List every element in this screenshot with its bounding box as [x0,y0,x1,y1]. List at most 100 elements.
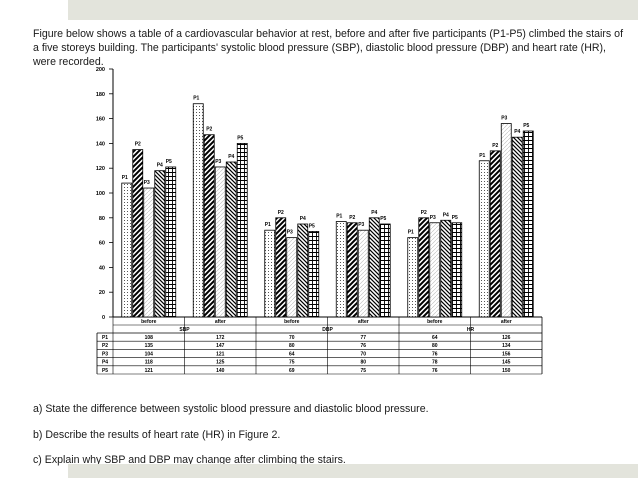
table-row-label: P3 [102,351,108,357]
bar-series-label: P3 [215,159,221,165]
table-cell: 78 [432,360,438,366]
bar-p3-0 [143,187,155,318]
bar-series-label: P1 [193,96,199,102]
bar-series-label: P2 [349,215,355,221]
table-cell: 104 [145,351,154,357]
table-cell: 76 [432,351,438,357]
x-tick-label: after [215,319,226,325]
table-cell: 75 [360,368,366,374]
table-row-label: P5 [102,368,108,374]
bar-series-label: P3 [358,222,364,228]
y-tick-label: 100 [96,191,105,197]
bar-p4-3 [368,217,380,318]
bar-series-label: P4 [228,154,234,160]
table-cell: 108 [145,335,154,341]
bar-series-label: P2 [135,142,141,148]
bar-series-label: P1 [408,230,414,236]
group-label: HR [467,327,475,333]
table-cell: 75 [289,360,295,366]
y-tick-label: 20 [99,290,105,296]
bar-p1-0 [121,182,133,318]
bar-series-label: P3 [430,215,436,221]
bar-series-label: P5 [237,135,243,141]
table-cell: 70 [289,335,295,341]
table-cell: 156 [502,351,511,357]
bar-series-label: P4 [514,129,520,135]
group-label: SBP [179,327,190,333]
table-cell: 80 [432,343,438,349]
bar-p1-1 [192,103,204,318]
bar-series-label: P4 [157,163,163,169]
bar-p5-2 [308,231,320,318]
x-tick-label: before [284,319,300,325]
table-cell: 118 [145,360,153,366]
bar-series-label: P3 [501,116,507,122]
table-cell: 150 [502,368,511,374]
table-cell: 70 [360,351,366,357]
table-cell: 64 [289,351,295,357]
x-tick-label: before [141,319,157,325]
question-c: c) Explain why SBP and DBP may change af… [33,454,346,466]
question-b: b) Describe the results of heart rate (H… [33,429,281,441]
bar-p5-1 [236,142,248,318]
top-band [68,0,638,20]
table-cell: 172 [216,335,225,341]
y-tick-label: 120 [96,166,105,172]
bar-p1-2 [264,229,276,318]
intro-text: Figure below shows a table of a cardiova… [33,28,624,69]
table-cell: 135 [145,343,154,349]
table-cell: 64 [432,335,438,341]
y-tick-label: 160 [96,117,105,123]
table-cell: 80 [360,360,366,366]
bar-series-label: P3 [287,230,293,236]
bar-series-label: P5 [309,223,315,229]
bar-p4-4 [440,219,452,318]
table-cell: 134 [502,343,511,349]
x-tick-label: before [427,319,443,325]
table-cell: 125 [216,360,225,366]
bar-p2-1 [203,134,215,318]
y-tick-label: 60 [99,241,105,247]
bar-p1-3 [335,221,347,318]
bar-series-label: P1 [265,222,271,228]
bar-p4-2 [297,223,309,318]
bar-p2-0 [132,149,144,318]
bar-p1-4 [407,237,419,318]
bar-p3-5 [500,123,512,318]
table-cell: 121 [216,351,225,357]
x-tick-label: after [501,319,512,325]
bar-p2-4 [418,217,430,318]
bar-series-label: P3 [144,180,150,186]
bar-p4-0 [154,170,166,318]
y-tick-label: 140 [96,141,105,147]
table-row-label: P1 [102,335,108,341]
bar-p5-4 [451,222,463,318]
table-row-label: P4 [102,360,108,366]
bar-series-label: P2 [278,210,284,216]
bar-p5-3 [379,223,391,318]
bar-series-label: P5 [380,216,386,222]
bar-series-label: P2 [206,127,212,133]
bar-p1-5 [478,160,490,318]
table-row-label: P2 [102,343,108,349]
bottom-band [68,464,638,478]
y-tick-label: 0 [102,315,105,321]
bar-series-label: P5 [452,215,458,221]
bar-series-label: P1 [336,214,342,220]
bar-series-label: P4 [300,216,306,222]
bar-p3-4 [429,222,441,318]
table-cell: 80 [289,343,295,349]
bar-series-label: P5 [166,159,172,165]
table-cell: 140 [216,368,225,374]
bar-series-label: P2 [421,210,427,216]
bar-series-label: P1 [122,175,128,181]
bar-series-label: P5 [523,123,529,129]
bar-p4-1 [225,161,237,318]
table-cell: 77 [360,335,366,341]
bar-p4-5 [511,136,523,318]
bar-p2-2 [275,217,287,318]
table-cell: 69 [289,368,295,374]
bar-p3-2 [286,237,298,318]
table-cell: 126 [502,335,511,341]
